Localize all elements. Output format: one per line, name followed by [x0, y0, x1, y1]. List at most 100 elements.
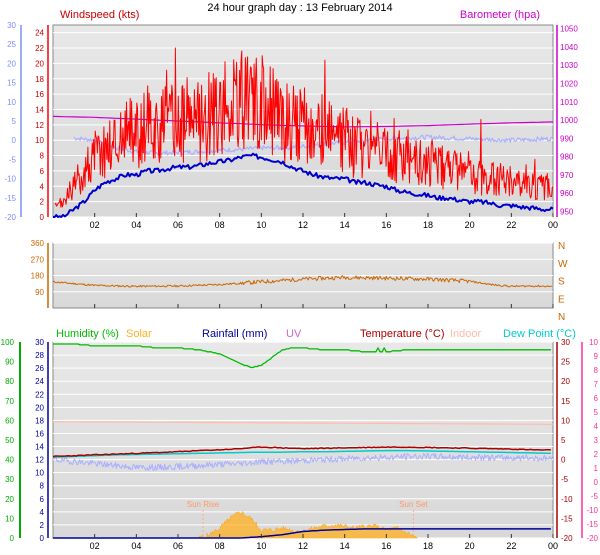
- wind-x-tick-label: 20: [465, 220, 475, 230]
- climate-x-tick-label: 22: [506, 541, 516, 551]
- temperature-y-tick-label: -20: [561, 534, 573, 543]
- wind-right-tick-label: 960: [560, 189, 574, 198]
- humidity-y-tick-label: 60: [5, 416, 14, 425]
- solar-y-tick-label: 6: [40, 495, 45, 504]
- wind-right-tick-label: 1040: [560, 43, 578, 52]
- outer-right-tick-label: 1: [594, 464, 599, 473]
- outer-right-tick-label: -10: [586, 506, 598, 515]
- direction-line: [52, 275, 553, 288]
- climate-x-tick-label: 02: [90, 541, 100, 551]
- outer-right-tick-label: -15: [586, 520, 598, 529]
- humidity-y-tick-label: 0: [10, 534, 15, 543]
- climate-plot-area: [52, 341, 554, 539]
- humidity-y-tick-label: 30: [5, 475, 14, 484]
- humidity-y-tick-label: 80: [5, 377, 14, 386]
- direction-y-tick-label: 90: [35, 288, 44, 297]
- wind-outer-tick-label: 30: [7, 21, 16, 30]
- wind-y-tick-label: 14: [35, 105, 44, 114]
- solar-y-tick-label: 12: [35, 456, 44, 465]
- temperature-y-tick-label: 10: [561, 416, 570, 425]
- solar-y-tick-label: 0: [40, 534, 45, 543]
- wind-outer-tick-label: -5: [9, 155, 17, 164]
- wind-gust-line: [54, 47, 553, 208]
- wind-outer-tick-label: 5: [12, 117, 17, 126]
- wind-outer-tick-label: -10: [4, 175, 16, 184]
- wind-y-tick-label: 24: [35, 29, 44, 38]
- sun-marker-label: Sun Rise: [187, 500, 220, 509]
- direction-compass-label: N: [558, 241, 565, 252]
- direction-compass-label: N: [558, 312, 565, 323]
- direction-compass-label: W: [558, 259, 568, 270]
- outer-right-tick-label: 6: [594, 394, 599, 403]
- climate-legend-item: Dew Point (°C): [503, 328, 576, 340]
- wind-right-tick-label: 1030: [560, 61, 578, 70]
- solar-area: [198, 510, 418, 539]
- climate-x-tick-label: 04: [131, 541, 141, 551]
- humidity-y-tick-label: 70: [5, 397, 14, 406]
- solar-y-tick-label: 16: [35, 429, 44, 438]
- humidity-y-tick-label: 20: [5, 495, 14, 504]
- wind-x-tick-label: 16: [381, 220, 391, 230]
- solar-y-tick-label: 20: [35, 403, 44, 412]
- outer-right-tick-label: 9: [594, 352, 599, 361]
- wind-y-tick-label: 10: [35, 136, 44, 145]
- solar-y-tick-label: 14: [35, 443, 44, 452]
- climate-x-tick-label: 12: [298, 541, 308, 551]
- climate-x-tick-label: 14: [340, 541, 350, 551]
- wind-y-tick-label: 12: [35, 121, 44, 130]
- solar-y-tick-label: 8: [40, 482, 45, 491]
- wind-y-tick-label: 8: [40, 152, 45, 161]
- outer-right-tick-label: 2: [594, 450, 599, 459]
- climate-x-tick-label: 00: [548, 541, 558, 551]
- wind-outer-tick-label: 25: [7, 40, 16, 49]
- solar-y-tick-label: 4: [40, 508, 45, 517]
- climate-legend-item: Humidity (%): [56, 328, 119, 340]
- wind-y-tick-label: 16: [35, 90, 44, 99]
- apparent-temperature-line: [52, 452, 554, 471]
- outer-right-tick-label: 10: [589, 338, 598, 347]
- wind-right-tick-label: 1010: [560, 98, 578, 107]
- wind-outer-tick-label: 0: [12, 136, 17, 145]
- humidity-y-tick-label: 40: [5, 456, 14, 465]
- solar-y-tick-label: 28: [35, 351, 44, 360]
- climate-legend-item: Temperature (°C): [360, 328, 444, 340]
- solar-y-tick-label: 2: [40, 521, 45, 530]
- climate-legend-item: Solar: [126, 328, 152, 340]
- wind-x-tick-label: 08: [215, 220, 225, 230]
- humidity-y-tick-label: 90: [5, 358, 14, 367]
- temperature-y-tick-label: 30: [561, 338, 570, 347]
- climate-legend-item: UV: [286, 328, 302, 340]
- wind-y-tick-label: 6: [40, 167, 45, 176]
- wind-x-tick-label: 22: [506, 220, 516, 230]
- temperature-y-tick-label: 25: [561, 358, 570, 367]
- direction-compass-label: S: [558, 277, 565, 288]
- humidity-y-tick-label: 50: [5, 436, 14, 445]
- climate-legend-item: Indoor: [450, 328, 482, 340]
- direction-y-tick-label: 180: [31, 272, 45, 281]
- wind-outer-tick-label: 10: [7, 98, 16, 107]
- outer-right-tick-label: -5: [591, 492, 599, 501]
- indoor-line: [52, 421, 553, 425]
- wind-right-tick-label: 980: [560, 153, 574, 162]
- outer-right-tick-label: 0: [594, 478, 599, 487]
- climate-x-tick-label: 16: [381, 541, 391, 551]
- barometer-title: Barometer (hpa): [460, 9, 540, 21]
- wind-right-tick-label: 990: [560, 134, 574, 143]
- wind-y-tick-label: 18: [35, 75, 44, 84]
- wind-y-tick-label: 2: [40, 198, 45, 207]
- wind-x-tick-label: 00: [548, 220, 558, 230]
- wind-right-tick-label: 970: [560, 171, 574, 180]
- wind-outer-tick-label: -15: [4, 194, 16, 203]
- wind-x-tick-label: 04: [131, 220, 141, 230]
- humidity-y-tick-label: 100: [1, 338, 15, 347]
- wind-avg-line: [53, 152, 554, 218]
- outer-right-tick-label: 3: [594, 436, 599, 445]
- wind-y-tick-label: 20: [35, 59, 44, 68]
- temperature-y-tick-label: -10: [561, 495, 573, 504]
- wind-plot-area: [52, 24, 554, 218]
- climate-x-tick-label: 06: [173, 541, 183, 551]
- wind-right-tick-label: 1020: [560, 80, 578, 89]
- direction-y-tick-label: 270: [31, 255, 45, 264]
- solar-y-tick-label: 30: [35, 338, 44, 347]
